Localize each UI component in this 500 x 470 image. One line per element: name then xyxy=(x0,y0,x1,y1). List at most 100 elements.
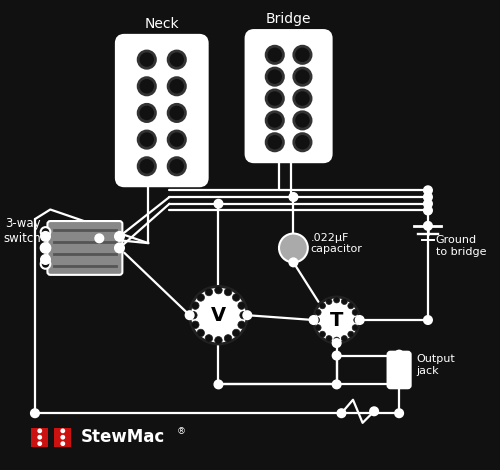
Circle shape xyxy=(266,68,283,86)
Circle shape xyxy=(168,157,186,175)
Text: T: T xyxy=(330,311,344,329)
Circle shape xyxy=(192,321,199,329)
Bar xyxy=(31,428,48,447)
Circle shape xyxy=(205,288,212,296)
Circle shape xyxy=(40,243,50,253)
Circle shape xyxy=(40,255,50,264)
Circle shape xyxy=(138,51,156,68)
Circle shape xyxy=(238,302,246,309)
Circle shape xyxy=(370,407,378,415)
Circle shape xyxy=(114,243,124,253)
Circle shape xyxy=(424,199,432,208)
Circle shape xyxy=(240,312,248,319)
Circle shape xyxy=(289,258,298,266)
Circle shape xyxy=(315,309,321,315)
Text: .022μF
capacitor: .022μF capacitor xyxy=(310,233,362,254)
Circle shape xyxy=(138,78,156,95)
Circle shape xyxy=(38,429,42,433)
Circle shape xyxy=(348,303,354,309)
Circle shape xyxy=(40,227,50,237)
Circle shape xyxy=(395,351,404,360)
FancyBboxPatch shape xyxy=(48,221,122,275)
Circle shape xyxy=(224,288,232,296)
Circle shape xyxy=(424,193,432,201)
Text: Output
jack: Output jack xyxy=(416,354,455,376)
Circle shape xyxy=(395,409,404,417)
Circle shape xyxy=(186,311,194,320)
Circle shape xyxy=(192,302,199,309)
Circle shape xyxy=(30,409,40,417)
Circle shape xyxy=(424,206,432,215)
Text: StewMac: StewMac xyxy=(81,428,166,446)
Circle shape xyxy=(310,316,318,324)
Circle shape xyxy=(424,316,432,324)
Circle shape xyxy=(205,335,212,342)
Circle shape xyxy=(197,294,204,301)
Circle shape xyxy=(232,329,240,337)
Circle shape xyxy=(356,316,364,324)
FancyBboxPatch shape xyxy=(116,36,207,186)
Circle shape xyxy=(424,186,432,195)
Circle shape xyxy=(332,351,341,360)
Circle shape xyxy=(190,286,248,344)
Circle shape xyxy=(342,298,347,305)
Circle shape xyxy=(232,294,240,301)
Circle shape xyxy=(266,133,283,151)
Circle shape xyxy=(224,335,232,342)
Circle shape xyxy=(168,51,186,68)
Bar xyxy=(54,428,72,447)
Circle shape xyxy=(320,303,326,309)
Circle shape xyxy=(294,68,311,86)
Text: Ground
to bridge: Ground to bridge xyxy=(436,235,486,257)
Circle shape xyxy=(320,331,326,337)
Circle shape xyxy=(138,131,156,148)
Circle shape xyxy=(337,409,346,417)
Circle shape xyxy=(60,435,65,439)
Circle shape xyxy=(326,298,332,305)
Circle shape xyxy=(60,441,65,446)
Circle shape xyxy=(294,112,311,129)
Text: Neck: Neck xyxy=(144,17,179,31)
Circle shape xyxy=(279,234,308,262)
Circle shape xyxy=(168,78,186,95)
Text: ®: ® xyxy=(177,427,186,436)
Text: 3-way
switch: 3-way switch xyxy=(3,217,40,245)
Circle shape xyxy=(334,297,340,303)
Circle shape xyxy=(114,232,124,241)
Circle shape xyxy=(214,380,223,389)
Circle shape xyxy=(395,350,404,359)
Text: V: V xyxy=(211,306,226,325)
FancyBboxPatch shape xyxy=(388,352,410,388)
Circle shape xyxy=(315,325,321,331)
Circle shape xyxy=(424,221,432,230)
Circle shape xyxy=(138,104,156,122)
Circle shape xyxy=(354,317,360,323)
Circle shape xyxy=(326,336,332,342)
Circle shape xyxy=(266,90,283,107)
Circle shape xyxy=(238,321,246,329)
Circle shape xyxy=(190,312,197,319)
Circle shape xyxy=(289,193,298,201)
Circle shape xyxy=(214,337,222,344)
Circle shape xyxy=(294,46,311,63)
Circle shape xyxy=(332,339,341,347)
Circle shape xyxy=(352,325,358,331)
Circle shape xyxy=(38,435,42,439)
Circle shape xyxy=(314,297,360,343)
Circle shape xyxy=(294,133,311,151)
Circle shape xyxy=(352,309,358,315)
Text: Bridge: Bridge xyxy=(266,12,312,26)
Circle shape xyxy=(334,337,340,343)
Circle shape xyxy=(138,157,156,175)
Circle shape xyxy=(348,331,354,337)
Circle shape xyxy=(294,90,311,107)
Circle shape xyxy=(314,317,320,323)
Circle shape xyxy=(168,104,186,122)
Circle shape xyxy=(168,131,186,148)
Circle shape xyxy=(38,441,42,446)
FancyBboxPatch shape xyxy=(246,31,331,162)
Circle shape xyxy=(266,112,283,129)
Circle shape xyxy=(95,234,104,243)
Circle shape xyxy=(40,243,50,253)
Circle shape xyxy=(332,380,341,389)
